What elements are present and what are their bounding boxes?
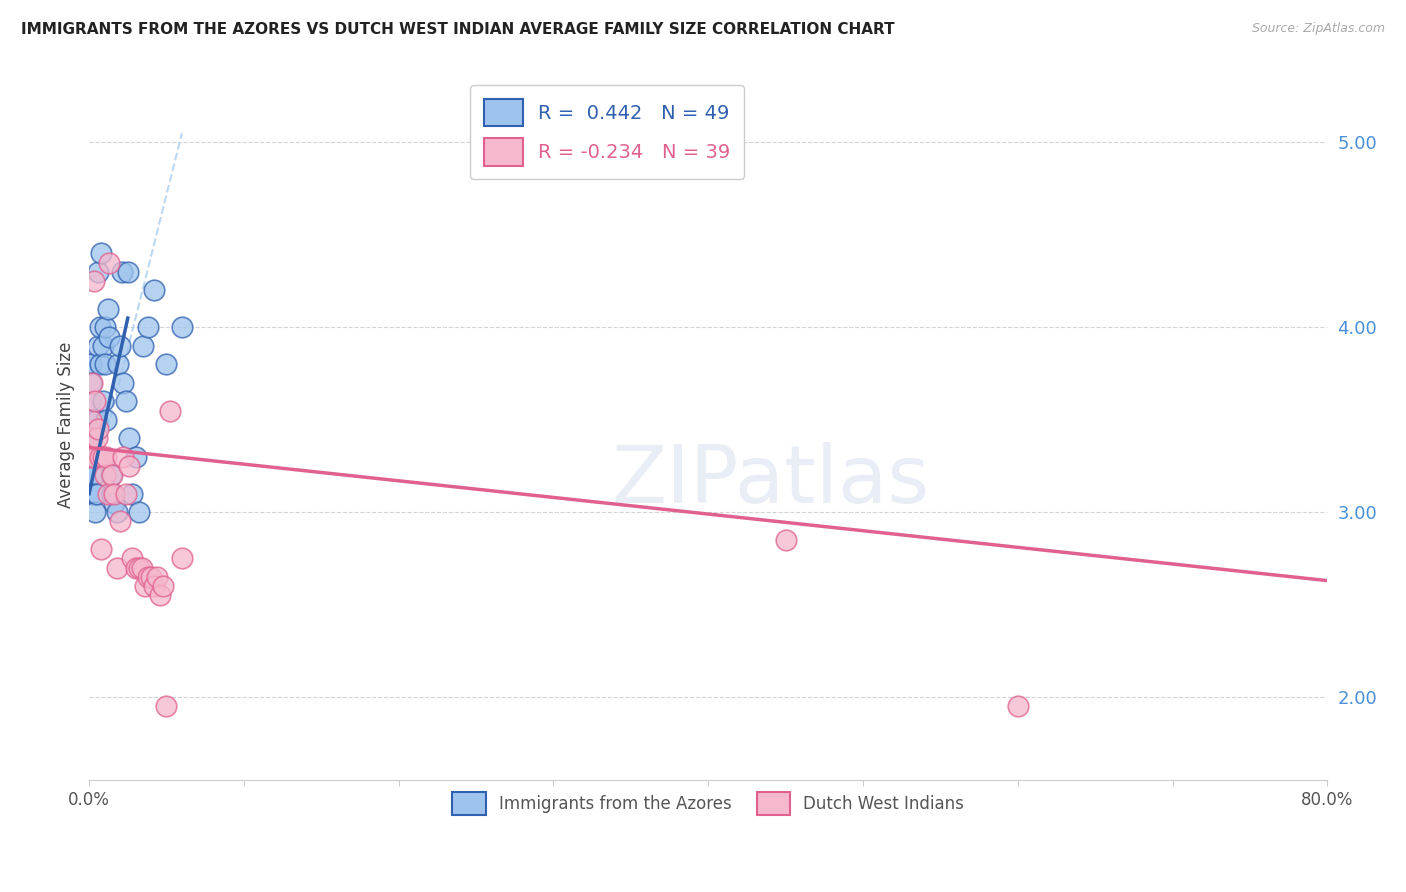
Point <box>139 570 162 584</box>
Point <box>101 468 124 483</box>
Point <box>82 450 104 464</box>
Point <box>83 274 105 288</box>
Point <box>94 450 117 464</box>
Point <box>159 403 181 417</box>
Point <box>90 542 112 557</box>
Point <box>103 487 125 501</box>
Point <box>128 505 150 519</box>
Point <box>87 422 110 436</box>
Point <box>79 357 101 371</box>
Point <box>83 413 105 427</box>
Point <box>143 284 166 298</box>
Point <box>170 320 193 334</box>
Point <box>118 458 141 473</box>
Point <box>86 413 108 427</box>
Point <box>110 265 132 279</box>
Point <box>128 560 150 574</box>
Point <box>84 505 107 519</box>
Point <box>124 560 146 574</box>
Point <box>79 376 101 390</box>
Point <box>1007 699 1029 714</box>
Point <box>112 376 135 390</box>
Point <box>82 431 104 445</box>
Point <box>84 487 107 501</box>
Point <box>89 357 111 371</box>
Point <box>117 265 139 279</box>
Point <box>112 450 135 464</box>
Point <box>131 560 153 574</box>
Point <box>124 450 146 464</box>
Point <box>98 329 121 343</box>
Point <box>86 450 108 464</box>
Point <box>79 357 101 371</box>
Point <box>84 394 107 409</box>
Point <box>115 487 138 501</box>
Text: ZIPatlas: ZIPatlas <box>612 442 929 520</box>
Point <box>121 551 143 566</box>
Point <box>170 551 193 566</box>
Point <box>79 413 101 427</box>
Point <box>89 320 111 334</box>
Point <box>118 431 141 445</box>
Text: Source: ZipAtlas.com: Source: ZipAtlas.com <box>1251 22 1385 36</box>
Point <box>79 450 101 464</box>
Point <box>136 320 159 334</box>
Point <box>93 468 115 483</box>
Point <box>87 265 110 279</box>
Point <box>93 320 115 334</box>
Point <box>152 579 174 593</box>
Point <box>101 487 124 501</box>
Point <box>146 570 169 584</box>
Point <box>87 339 110 353</box>
Point <box>775 533 797 547</box>
Point <box>82 468 104 483</box>
Point <box>86 487 108 501</box>
Point <box>107 357 129 371</box>
Point <box>94 413 117 427</box>
Point <box>79 394 101 409</box>
Point <box>97 487 120 501</box>
Point <box>132 339 155 353</box>
Point <box>83 468 105 483</box>
Y-axis label: Average Family Size: Average Family Size <box>58 342 75 508</box>
Point <box>91 339 114 353</box>
Point <box>86 431 108 445</box>
Point <box>134 579 156 593</box>
Point <box>98 255 121 269</box>
Point <box>108 515 131 529</box>
Point <box>108 339 131 353</box>
Text: IMMIGRANTS FROM THE AZORES VS DUTCH WEST INDIAN AVERAGE FAMILY SIZE CORRELATION : IMMIGRANTS FROM THE AZORES VS DUTCH WEST… <box>21 22 894 37</box>
Point <box>91 450 114 464</box>
Point <box>82 431 104 445</box>
Point <box>93 357 115 371</box>
Point <box>83 487 105 501</box>
Point <box>89 450 111 464</box>
Point <box>121 487 143 501</box>
Point <box>115 394 138 409</box>
Point <box>83 450 105 464</box>
Point <box>143 579 166 593</box>
Point <box>82 376 104 390</box>
Point <box>79 413 101 427</box>
Point <box>105 505 128 519</box>
Point <box>103 496 125 510</box>
Point <box>82 450 104 464</box>
Point <box>149 589 172 603</box>
Point <box>97 301 120 316</box>
Point <box>100 468 122 483</box>
Point <box>155 699 177 714</box>
Point <box>136 570 159 584</box>
Legend: Immigrants from the Azores, Dutch West Indians: Immigrants from the Azores, Dutch West I… <box>443 781 974 825</box>
Point <box>105 560 128 574</box>
Point <box>83 450 105 464</box>
Point <box>90 246 112 260</box>
Point <box>155 357 177 371</box>
Point <box>91 394 114 409</box>
